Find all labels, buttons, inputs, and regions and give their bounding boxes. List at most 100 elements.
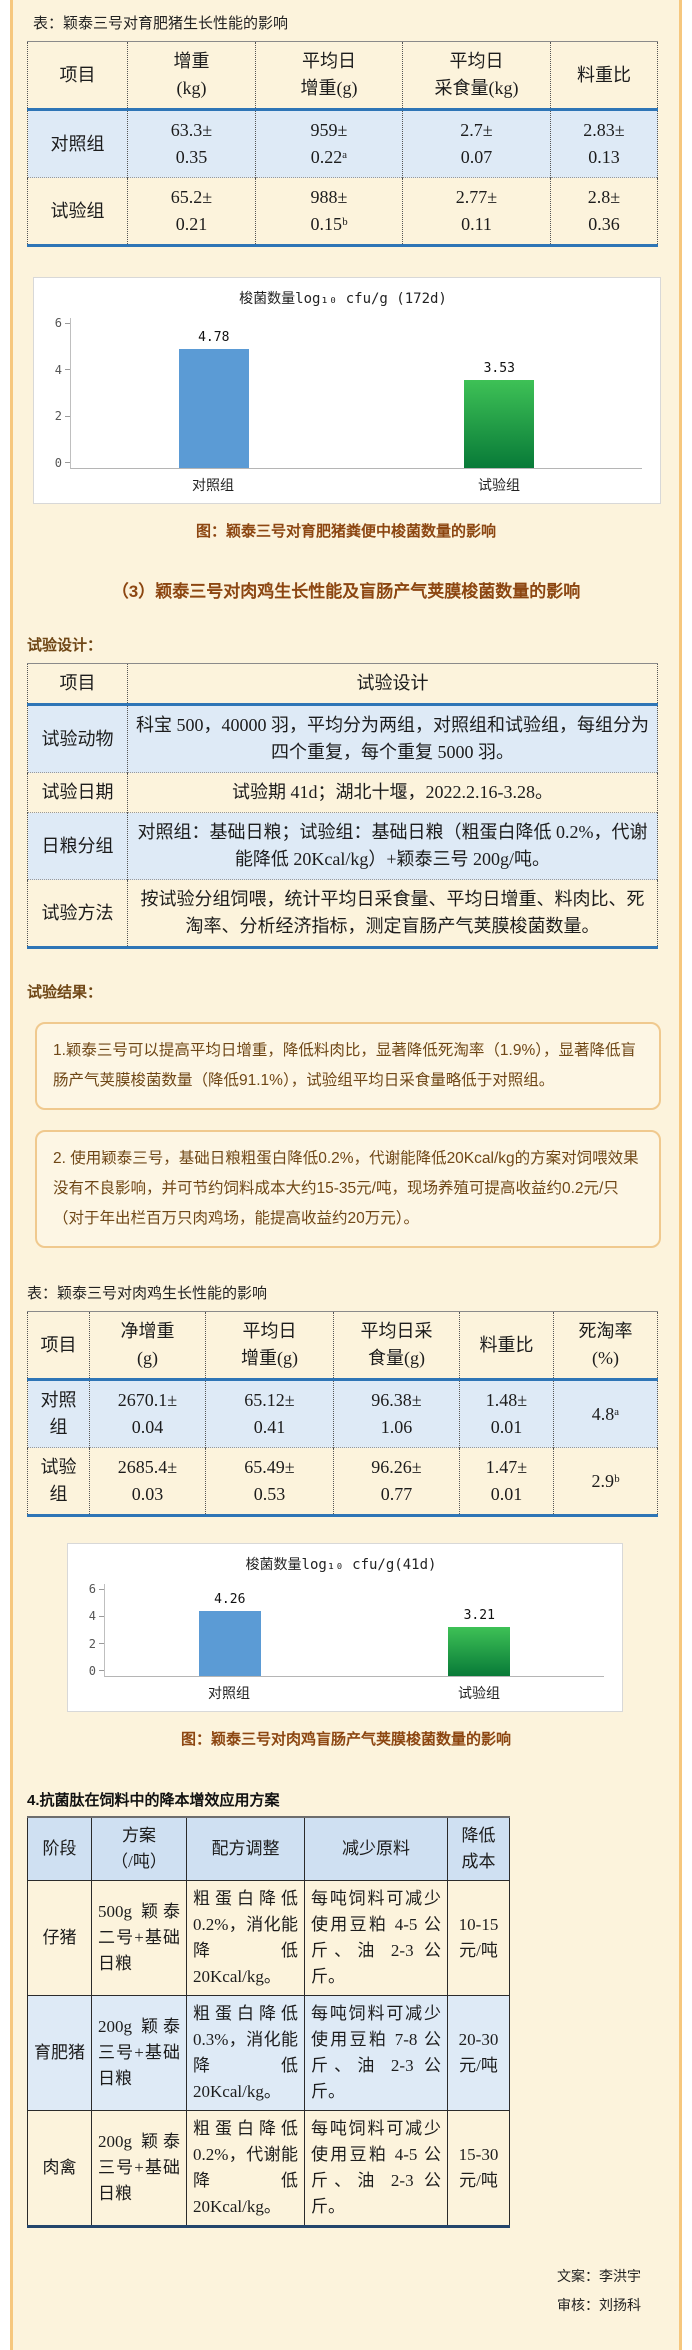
cell: 2685.4± 0.03: [89, 1447, 206, 1516]
table4-header-row: 阶段 方案 （/吨） 配方调整 减少原料 降低 成本: [27, 1816, 510, 1881]
table2-trial-design: 项目 试验设计 试验动物 科宝 500，40000 羽，平均分为两组，对照组和试…: [27, 663, 658, 949]
cell: 粗蛋白降低 0.2%，代谢能降低 20Kcal/kg。: [186, 2110, 305, 2227]
y-tick: 4: [55, 364, 70, 376]
footer-author: 文案：李洪宇: [557, 2268, 641, 2284]
row-label: 试验日期: [27, 772, 128, 813]
y-tick: 2: [89, 1638, 104, 1650]
bar-value-label: 3.21: [463, 1607, 495, 1623]
footer-reviewer: 审核：刘扬科: [557, 2297, 641, 2313]
table3-row-control: 对照 组 2670.1± 0.04 65.12± 0.41 96.38± 1.0…: [27, 1379, 658, 1448]
x-label-control: 对照组: [208, 1685, 250, 1701]
cell: 96.38± 1.06: [333, 1379, 460, 1448]
result-label: 试验结果：: [27, 984, 103, 1001]
table2-row-diet-groups: 日粮分组 对照组：基础日粮；试验组：基础日粮（粗蛋白降低 0.2%，代谢能降低 …: [27, 812, 658, 880]
cell: 2.83± 0.13: [550, 109, 658, 178]
table3-header-mortality: 死淘率 (%): [553, 1311, 658, 1381]
x-label-test: 试验组: [458, 1685, 500, 1701]
cell: 4.8ᵃ: [553, 1379, 658, 1448]
table4-header-cost: 降低 成本: [447, 1816, 510, 1881]
table3-header-fcr: 料重比: [459, 1311, 554, 1381]
table1-header-adfi: 平均日 采食量(kg): [402, 41, 551, 111]
cell: 按试验分组饲喂，统计平均日采食量、平均日增重、料肉比、死淘率、分析经济指标，测定…: [127, 879, 658, 948]
table4-header-reduce: 减少原料: [304, 1816, 448, 1881]
y-tick: 4: [89, 1610, 104, 1622]
cell: 试验期 41d；湖北十堰，2022.2.16-3.28。: [127, 772, 658, 813]
chart-clostridium-pig: 梭菌数量log₁₀ cfu/g (172d) 6 4 2 0 4.78 3.53: [33, 277, 661, 504]
cell: 200g 颖泰三号+基础日粮: [91, 1995, 187, 2111]
cell: 96.26± 0.77: [333, 1447, 460, 1516]
chart2-caption: 图：颖泰三号对肉鸡盲肠产气荚膜梭菌数量的影响: [180, 1731, 511, 1748]
x-label-control: 对照组: [192, 477, 234, 493]
row-label: 肉禽: [27, 2110, 92, 2227]
cell: 1.48± 0.01: [459, 1379, 554, 1448]
row-label: 育肥猪: [27, 1995, 92, 2111]
cell: 15-30 元/吨: [447, 2110, 510, 2227]
table4-header-formula: 配方调整: [186, 1816, 305, 1881]
section3-heading: （3）颖泰三号对肉鸡生长性能及盲肠产气荚膜梭菌数量的影响: [111, 582, 581, 601]
table3-broiler-performance: 项目 净增重 (g) 平均日 增重(g) 平均日采 食量(g) 料重比 死淘率 …: [27, 1311, 658, 1517]
cell: 20-30 元/吨: [447, 1995, 510, 2111]
chart1-bars: 4.78 3.53: [70, 318, 642, 469]
x-label-test: 试验组: [478, 477, 520, 493]
row-label: 试验方法: [27, 879, 128, 948]
cell: 959± 0.22ᵃ: [255, 109, 403, 178]
bar-value-label: 4.78: [198, 329, 230, 345]
table1-title: 表：颖泰三号对育肥猪生长性能的影响: [33, 15, 289, 32]
cell: 63.3± 0.35: [127, 109, 256, 178]
table4-row-piglet: 仔猪 500g 颖泰二号+基础日粮 粗蛋白降低 0.2%，消化能降低 20Kca…: [27, 1880, 510, 1996]
table3-title: 表：颖泰三号对肉鸡生长性能的影响: [27, 1285, 268, 1302]
y-tick: 6: [55, 317, 70, 329]
y-tick: 6: [89, 1583, 104, 1595]
chart2-x-labels: 对照组 试验组: [104, 1677, 604, 1703]
cell: 每吨饲料可减少使用豆粕 7-8 公斤、油 2-3 公斤。: [304, 1995, 448, 2111]
section4-heading: 4.抗菌肽在饲料中的降本增效应用方案: [27, 1792, 280, 1809]
test-bar: [464, 379, 535, 468]
bar-value-label: 3.53: [483, 360, 515, 376]
row-label: 对照 组: [27, 1379, 90, 1448]
y-tick: 0: [55, 457, 70, 469]
control-bar: [198, 1610, 261, 1676]
table2-row-method: 试验方法 按试验分组饲喂，统计平均日采食量、平均日增重、料肉比、死淘率、分析经济…: [27, 879, 658, 948]
chart2-bars: 4.26 3.21: [104, 1584, 604, 1677]
chart1-control-group: 4.78: [178, 318, 249, 468]
table1-header-fcr: 料重比: [550, 41, 658, 111]
table2-row-animals: 试验动物 科宝 500，40000 羽，平均分为两组，对照组和试验组，每组分为四…: [27, 704, 658, 773]
y-tick: 0: [89, 1665, 104, 1677]
cell: 2.9ᵇ: [553, 1447, 658, 1516]
cell: 每吨饲料可减少使用豆粕 4-5 公斤、油 2-3 公斤。: [304, 1880, 448, 1996]
test-bar: [448, 1626, 511, 1676]
row-label: 试验动物: [27, 704, 128, 773]
result-box-2: 2. 使用颖泰三号，基础日粮粗蛋白降低0.2%，代谢能降低20Kcal/kg的方…: [35, 1130, 661, 1248]
chart1-title: 梭菌数量log₁₀ cfu/g (172d): [239, 291, 447, 307]
cell: 65.2± 0.21: [127, 177, 256, 246]
table4-row-fattening-pig: 育肥猪 200g 颖泰三号+基础日粮 粗蛋白降低 0.3%，消化能降低 20Kc…: [27, 1995, 510, 2111]
chart1-plot-area: 6 4 2 0 4.78 3.53: [44, 317, 642, 469]
footer-credits: 文案：李洪宇 审核：刘扬科: [27, 2262, 665, 2320]
cell: 500g 颖泰二号+基础日粮: [91, 1880, 187, 1996]
table1-header-gain: 增重 (kg): [127, 41, 256, 111]
row-label: 仔猪: [27, 1880, 92, 1996]
cell: 每吨饲料可减少使用豆粕 4-5 公斤、油 2-3 公斤。: [304, 2110, 448, 2227]
y-tick: 2: [55, 410, 70, 422]
chart1-test-group: 3.53: [464, 318, 535, 468]
bar-value-label: 4.26: [214, 1591, 246, 1607]
cell: 200g 颖泰三号+基础日粮: [91, 2110, 187, 2227]
table3-header-row: 项目 净增重 (g) 平均日 增重(g) 平均日采 食量(g) 料重比 死淘率 …: [27, 1311, 658, 1381]
design-label: 试验设计：: [27, 637, 103, 654]
cell: 988± 0.15ᵇ: [255, 177, 403, 246]
table3-header-net-gain: 净增重 (g): [89, 1311, 206, 1381]
chart1-y-axis: 6 4 2 0: [44, 317, 70, 469]
cell: 粗蛋白降低 0.3%，消化能降低 20Kcal/kg。: [186, 1995, 305, 2111]
row-label: 试验 组: [27, 1447, 90, 1516]
table3-header-adg: 平均日 增重(g): [205, 1311, 334, 1381]
cell: 65.49± 0.53: [205, 1447, 334, 1516]
table3-row-test: 试验 组 2685.4± 0.03 65.49± 0.53 96.26± 0.7…: [27, 1447, 658, 1516]
table1-pig-performance: 项目 增重 (kg) 平均日 增重(g) 平均日 采食量(kg) 料重比 对照组…: [27, 41, 658, 247]
row-label: 试验组: [27, 177, 128, 246]
table4-row-poultry: 肉禽 200g 颖泰三号+基础日粮 粗蛋白降低 0.2%，代谢能降低 20Kca…: [27, 2110, 510, 2227]
table2-header-row: 项目 试验设计: [27, 663, 658, 706]
table2-header-item: 项目: [27, 663, 128, 706]
cell: 10-15 元/吨: [447, 1880, 510, 1996]
chart2-test-group: 3.21: [448, 1584, 511, 1676]
table2-row-dates: 试验日期 试验期 41d；湖北十堰，2022.2.16-3.28。: [27, 772, 658, 813]
